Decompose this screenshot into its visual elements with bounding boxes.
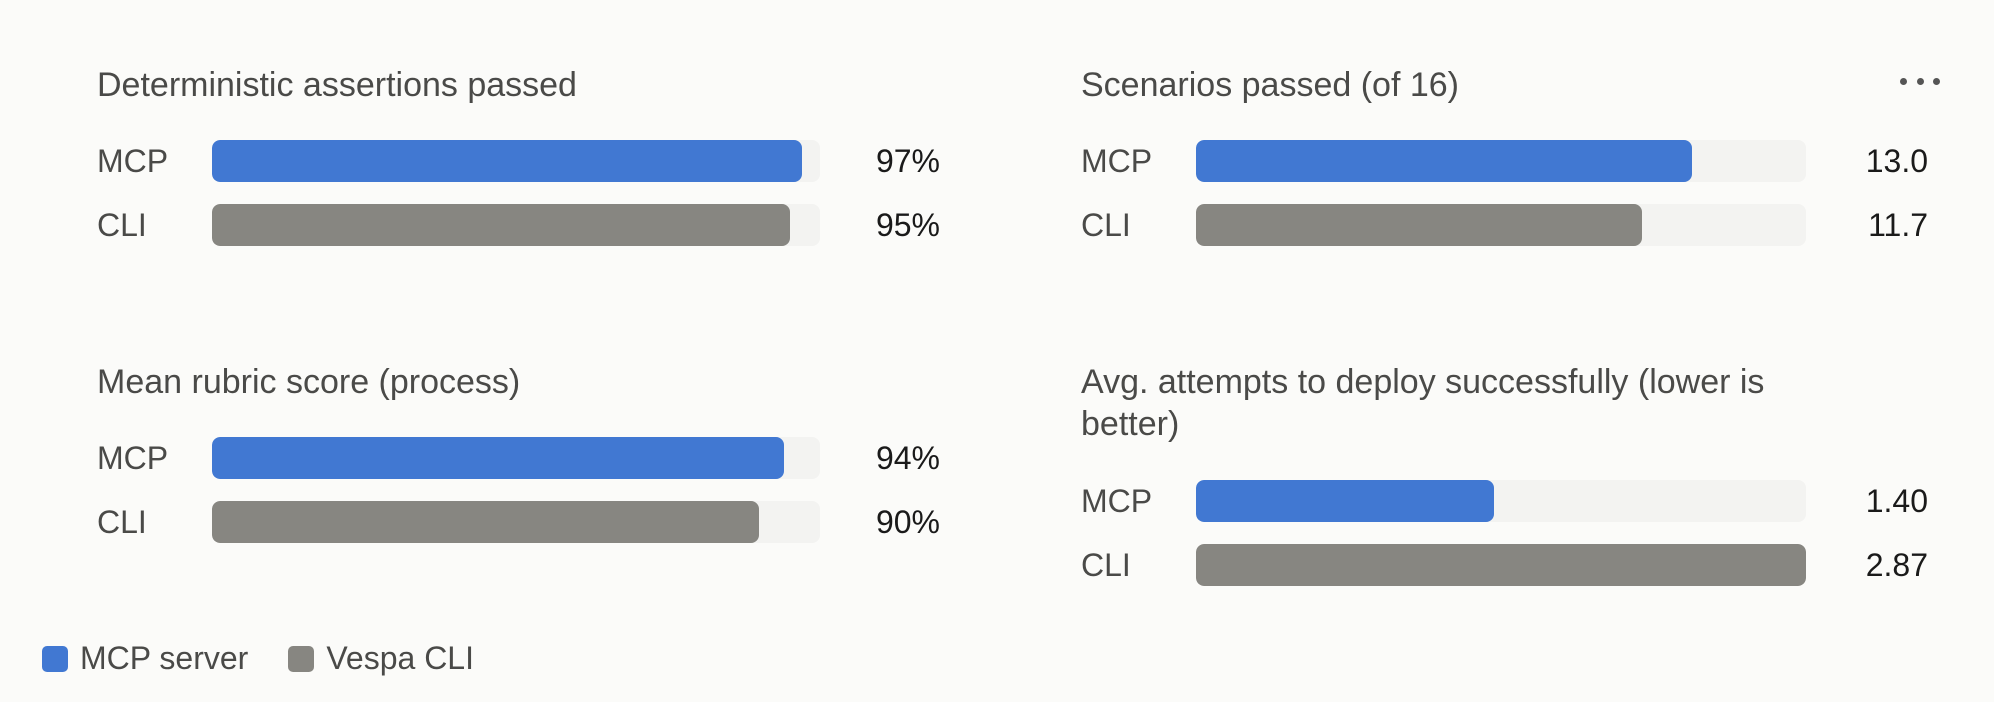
bar-value-mcp: 1.40 [1865,483,1928,519]
chart-panel-mean-rubric-score: Mean rubric score (process) MCP 94% CLI … [97,361,947,561]
bar-value-mcp: 94% [875,440,940,476]
panel-title: Avg. attempts to deploy successfully (lo… [1081,363,1765,443]
bar-row-mcp: MCP 13.0 [1081,140,1931,182]
bar-row-cli: CLI 2.87 [1081,544,1931,586]
bar-track [1196,480,1806,522]
legend-label-mcp: MCP server [80,640,249,676]
bar-mcp [212,437,784,479]
bar-label-cli: CLI [97,504,147,540]
bar-track [212,501,820,543]
bar-label-cli: CLI [97,207,147,243]
bar-label-mcp: MCP [1081,483,1153,519]
chart-legend: MCP server Vespa CLI [42,640,474,677]
legend-item-cli: Vespa CLI [288,640,474,677]
more-horizontal-icon-dot [1916,77,1924,85]
bar-label-cli: CLI [1081,547,1131,583]
chart-panel-scenarios-passed: Scenarios passed (of 16) MCP 13.0 CLI 11… [1081,64,1931,264]
bar-cli [1196,204,1642,246]
bar-row-cli: CLI 95% [97,204,947,246]
bar-cli [212,204,790,246]
bar-mcp [1196,140,1692,182]
bar-cli [1196,544,1806,586]
bar-label-mcp: MCP [97,440,169,476]
bar-track [212,437,820,479]
panel-title: Deterministic assertions passed [97,66,577,104]
panel-title: Scenarios passed (of 16) [1081,66,1459,104]
bar-row-mcp: MCP 94% [97,437,947,479]
bar-value-cli: 95% [875,207,940,243]
bar-cli [212,501,759,543]
bar-row-cli: CLI 90% [97,501,947,543]
chart-panel-avg-attempts: Avg. attempts to deploy successfully (lo… [1081,361,1931,611]
bar-track [1196,204,1806,246]
legend-swatch-cli [288,645,315,672]
bar-label-cli: CLI [1081,207,1131,243]
bar-value-cli: 90% [875,504,940,540]
bar-track [1196,544,1806,586]
bar-row-cli: CLI 11.7 [1081,204,1931,246]
more-horizontal-icon [1900,77,1907,85]
bar-row-mcp: MCP 97% [97,140,947,182]
more-horizontal-icon-dot [1933,77,1940,85]
legend-label-cli: Vespa CLI [326,640,474,676]
more-options-button[interactable] [1900,66,1940,96]
bar-value-mcp: 97% [875,143,940,179]
bar-mcp [1196,480,1494,522]
bar-value-cli: 2.87 [1865,547,1928,583]
bar-row-mcp: MCP 1.40 [1081,480,1931,522]
legend-swatch-mcp [42,645,68,672]
bar-track [212,204,820,246]
panel-title: Mean rubric score (process) [97,363,521,401]
bar-value-cli: 11.7 [1868,207,1928,243]
bar-label-mcp: MCP [97,143,169,179]
bar-value-mcp: 13.0 [1865,143,1928,179]
legend-item-mcp: MCP server [42,640,248,677]
bar-label-mcp: MCP [1081,143,1153,179]
bar-track [1196,140,1806,182]
chart-panel-deterministic-assertions: Deterministic assertions passed MCP 97% … [97,64,947,264]
bar-mcp [212,140,802,182]
bar-track [212,140,820,182]
